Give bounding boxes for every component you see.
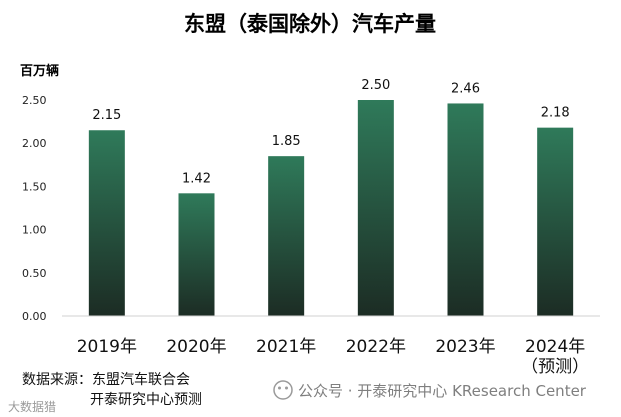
x-category-label: （预测）: [521, 357, 589, 377]
x-category-label: 2019年: [77, 337, 137, 357]
bar: [447, 103, 484, 317]
source-line-1: 数据来源：东盟汽车联合会: [22, 371, 190, 388]
chart-title: 东盟（泰国除外）汽车产量: [184, 12, 436, 36]
y-tick-label: 2.00: [22, 137, 47, 150]
wechat-icon: [273, 380, 293, 400]
y-axis-ticks: 0.00 0.50 1.00 1.50 2.00 2.50: [22, 94, 47, 323]
x-category-label: 2023年: [435, 337, 495, 357]
x-category-label: 2021年: [256, 337, 316, 357]
bar: [178, 193, 215, 316]
y-tick-label: 2.50: [22, 94, 47, 107]
data-label: 2.50: [361, 78, 390, 93]
watermark-text: 公众号 · 开泰研究中心 KResearch Center: [298, 382, 587, 400]
data-label: 2.46: [451, 81, 480, 96]
y-axis-unit-label: 百万辆: [20, 63, 59, 79]
data-label: 2.15: [92, 108, 121, 123]
data-label: 1.42: [182, 171, 211, 186]
y-tick-label: 0.50: [22, 267, 47, 280]
x-category-label: 2024年: [525, 337, 585, 357]
corner-watermark: 大数据猎: [8, 399, 56, 414]
x-category-label: 2022年: [346, 337, 406, 357]
bar: [268, 156, 305, 316]
bar: [357, 100, 394, 316]
x-axis-categories: 2019年 2020年 2021年 2022年 2023年 2024年（预测）: [77, 337, 589, 377]
y-tick-label: 1.00: [22, 224, 47, 237]
source-line-2: 开泰研究中心预测: [90, 392, 202, 408]
bar: [88, 130, 125, 316]
bar: [537, 127, 574, 316]
data-label: 1.85: [272, 134, 301, 149]
x-category-label: 2020年: [166, 337, 226, 357]
y-tick-label: 0.00: [22, 310, 47, 323]
y-tick-label: 1.50: [22, 180, 47, 193]
data-labels: 2.15 1.42 1.85 2.50 2.46 2.18: [92, 78, 569, 186]
data-label: 2.18: [541, 106, 570, 121]
bars-group: [88, 100, 574, 317]
